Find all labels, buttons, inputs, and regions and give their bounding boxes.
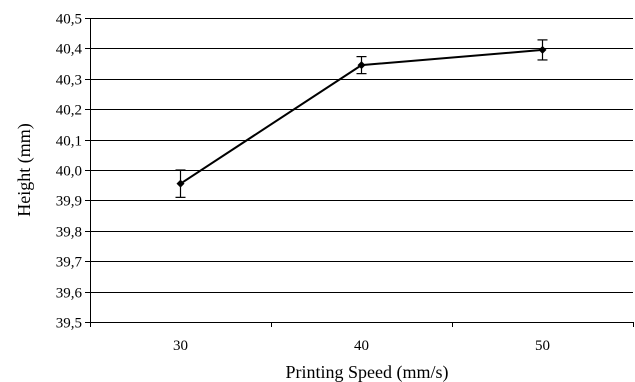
y-tick-label: 40,2 xyxy=(56,103,82,119)
y-tick-label: 39,7 xyxy=(56,255,83,271)
y-tick-label: 39,5 xyxy=(56,316,82,332)
axes xyxy=(85,18,634,327)
y-tick-labels: 39,5 39,6 39,7 39,8 39,9 40,0 40,1 40,2 40,3 40,4… xyxy=(56,12,83,332)
y-tick-label: 40,5 xyxy=(56,12,82,28)
y-tick-label: 39,6 xyxy=(56,286,83,302)
x-tick-labels: 30 40 50 xyxy=(173,338,550,354)
x-tick-label: 40 xyxy=(354,338,369,354)
data-point xyxy=(357,61,366,70)
y-tick-label: 40,1 xyxy=(56,134,82,150)
y-tick-label: 40,0 xyxy=(56,164,82,180)
x-axis-title: Printing Speed (mm/s) xyxy=(286,362,449,382)
data-point xyxy=(176,179,185,188)
y-tick-label: 39,9 xyxy=(56,194,82,210)
y-tick-label: 39,8 xyxy=(56,225,82,241)
series-group xyxy=(175,39,548,198)
x-tick-label: 30 xyxy=(173,338,188,354)
y-axis-title: Height (mm) xyxy=(14,123,35,216)
y-tick-label: 40,3 xyxy=(56,73,82,89)
y-tick-label: 40,4 xyxy=(56,42,83,58)
x-tick-label: 50 xyxy=(535,338,550,354)
data-point xyxy=(538,45,547,54)
